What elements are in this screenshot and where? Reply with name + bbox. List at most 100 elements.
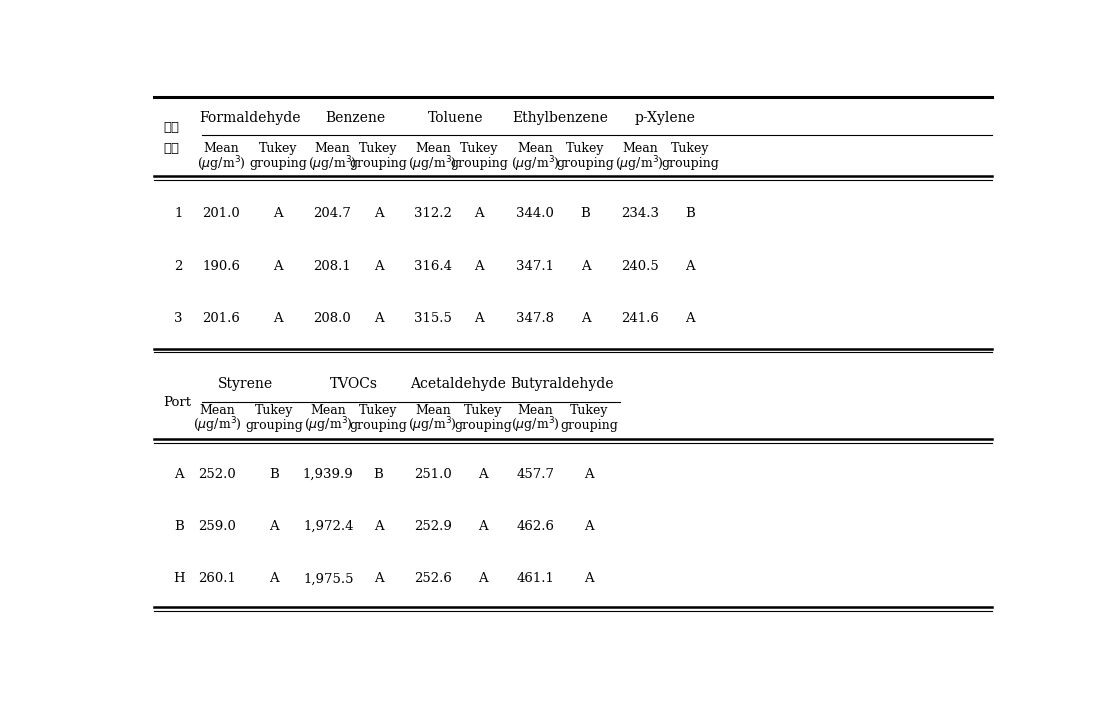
Text: Tukey: Tukey <box>566 142 604 155</box>
Text: Tukey: Tukey <box>359 142 398 155</box>
Text: ($\mu$g/m$^3$): ($\mu$g/m$^3$) <box>303 416 352 435</box>
Text: 457.7: 457.7 <box>516 468 554 481</box>
Text: 201.0: 201.0 <box>203 207 241 220</box>
Text: 312.2: 312.2 <box>414 207 452 220</box>
Text: A: A <box>479 572 488 585</box>
Text: 3: 3 <box>175 312 182 325</box>
Text: Mean: Mean <box>622 142 658 155</box>
Text: 240.5: 240.5 <box>621 260 659 273</box>
Text: A: A <box>685 312 695 325</box>
Text: Tukey: Tukey <box>258 142 297 155</box>
Text: 1,939.9: 1,939.9 <box>303 468 354 481</box>
Text: 316.4: 316.4 <box>414 260 452 273</box>
Text: A: A <box>581 260 591 273</box>
Text: 347.1: 347.1 <box>516 260 554 273</box>
Text: ($\mu$g/m$^3$): ($\mu$g/m$^3$) <box>408 416 458 435</box>
Text: 측정: 측정 <box>163 142 179 155</box>
Text: Mean: Mean <box>517 404 553 417</box>
Text: Styrene: Styrene <box>218 377 273 391</box>
Text: Tukey: Tukey <box>671 142 709 155</box>
Text: A: A <box>479 468 488 481</box>
Text: grouping: grouping <box>661 157 720 170</box>
Text: 234.3: 234.3 <box>621 207 659 220</box>
Text: 461.1: 461.1 <box>516 572 554 585</box>
Text: A: A <box>581 312 591 325</box>
Text: 252.6: 252.6 <box>414 572 452 585</box>
Text: 1: 1 <box>175 207 182 220</box>
Text: A: A <box>584 572 594 585</box>
Text: grouping: grouping <box>450 157 508 170</box>
Text: Mean: Mean <box>199 404 235 417</box>
Text: A: A <box>273 312 283 325</box>
Text: Benzene: Benzene <box>326 111 385 125</box>
Text: Acetaldehyde: Acetaldehyde <box>410 377 506 391</box>
Text: B: B <box>173 520 184 533</box>
Text: A: A <box>273 260 283 273</box>
Text: ($\mu$g/m$^3$): ($\mu$g/m$^3$) <box>510 154 560 173</box>
Text: A: A <box>270 572 279 585</box>
Text: 462.6: 462.6 <box>516 520 554 533</box>
Text: A: A <box>685 260 695 273</box>
Text: 260.1: 260.1 <box>198 572 236 585</box>
Text: grouping: grouping <box>556 157 614 170</box>
Text: 208.1: 208.1 <box>313 260 351 273</box>
Text: B: B <box>374 468 384 481</box>
Text: A: A <box>374 520 384 533</box>
Text: Mean: Mean <box>415 142 451 155</box>
Text: Tukey: Tukey <box>464 404 502 417</box>
Text: 315.5: 315.5 <box>414 312 452 325</box>
Text: B: B <box>581 207 591 220</box>
Text: H: H <box>172 572 185 585</box>
Text: grouping: grouping <box>349 419 407 432</box>
Text: 347.8: 347.8 <box>516 312 554 325</box>
Text: TVOCs: TVOCs <box>329 377 377 391</box>
Text: grouping: grouping <box>245 419 303 432</box>
Text: 208.0: 208.0 <box>313 312 351 325</box>
Text: grouping: grouping <box>454 419 513 432</box>
Text: A: A <box>584 468 594 481</box>
Text: grouping: grouping <box>248 157 307 170</box>
Text: Mean: Mean <box>310 404 346 417</box>
Text: A: A <box>584 520 594 533</box>
Text: A: A <box>374 572 384 585</box>
Text: Mean: Mean <box>314 142 350 155</box>
Text: 1,972.4: 1,972.4 <box>303 520 354 533</box>
Text: Port: Port <box>163 396 191 409</box>
Text: ($\mu$g/m$^3$): ($\mu$g/m$^3$) <box>192 416 242 435</box>
Text: A: A <box>374 312 384 325</box>
Text: Butyraldehyde: Butyraldehyde <box>510 377 614 391</box>
Text: Mean: Mean <box>204 142 239 155</box>
Text: ($\mu$g/m$^3$): ($\mu$g/m$^3$) <box>615 154 665 173</box>
Text: grouping: grouping <box>349 157 407 170</box>
Text: 반복: 반복 <box>163 121 179 134</box>
Text: ($\mu$g/m$^3$): ($\mu$g/m$^3$) <box>197 154 246 173</box>
Text: ($\mu$g/m$^3$): ($\mu$g/m$^3$) <box>308 154 357 173</box>
Text: A: A <box>474 260 485 273</box>
Text: Tukey: Tukey <box>460 142 499 155</box>
Text: Mean: Mean <box>415 404 451 417</box>
Text: 190.6: 190.6 <box>203 260 241 273</box>
Text: Toluene: Toluene <box>429 111 483 125</box>
Text: grouping: grouping <box>561 419 619 432</box>
Text: 251.0: 251.0 <box>414 468 452 481</box>
Text: 259.0: 259.0 <box>198 520 236 533</box>
Text: Tukey: Tukey <box>359 404 398 417</box>
Text: A: A <box>374 207 384 220</box>
Text: Tukey: Tukey <box>570 404 609 417</box>
Text: 344.0: 344.0 <box>516 207 554 220</box>
Text: 252.9: 252.9 <box>414 520 452 533</box>
Text: 201.6: 201.6 <box>203 312 241 325</box>
Text: 2: 2 <box>175 260 182 273</box>
Text: Mean: Mean <box>517 142 553 155</box>
Text: 241.6: 241.6 <box>621 312 659 325</box>
Text: 204.7: 204.7 <box>313 207 351 220</box>
Text: A: A <box>273 207 283 220</box>
Text: A: A <box>479 520 488 533</box>
Text: ($\mu$g/m$^3$): ($\mu$g/m$^3$) <box>510 416 560 435</box>
Text: Tukey: Tukey <box>255 404 293 417</box>
Text: Formaldehyde: Formaldehyde <box>199 111 300 125</box>
Text: A: A <box>374 260 384 273</box>
Text: B: B <box>269 468 279 481</box>
Text: A: A <box>474 312 485 325</box>
Text: 1,975.5: 1,975.5 <box>303 572 354 585</box>
